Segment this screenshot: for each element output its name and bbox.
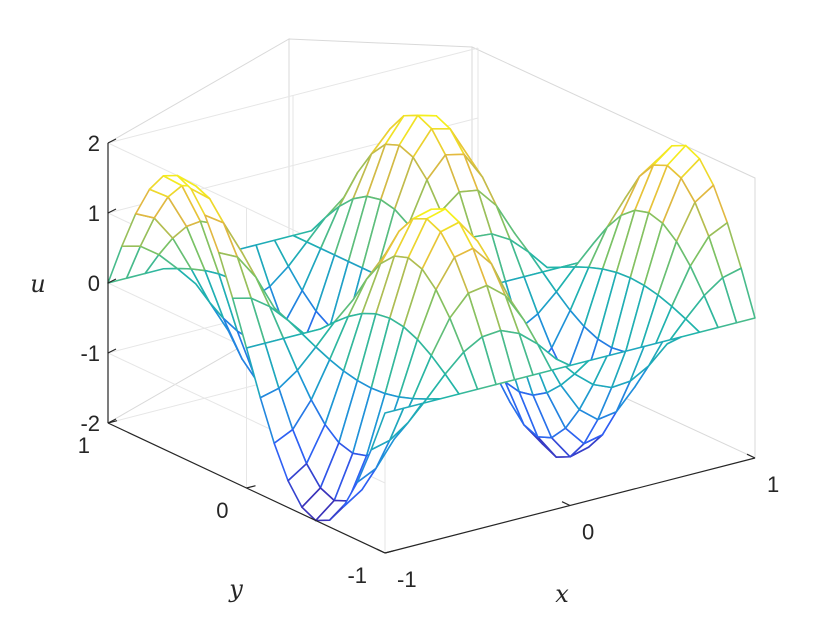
z-tick-label: 2 bbox=[88, 131, 100, 156]
x-tick bbox=[746, 453, 756, 459]
z-tick-label: -1 bbox=[80, 341, 100, 366]
y-tick bbox=[384, 550, 395, 554]
z-tick bbox=[107, 348, 117, 354]
y-axis-label: y bbox=[228, 575, 243, 603]
z-tick-label: -2 bbox=[80, 411, 100, 436]
tick-labels: -2 -1 0 1 2 -1 0 1 -1 0 1 bbox=[78, 131, 780, 592]
y-tick-label: 0 bbox=[216, 498, 228, 523]
z-tick-label: 1 bbox=[88, 201, 100, 226]
x-axis-label: x bbox=[555, 580, 569, 608]
z-tick bbox=[107, 278, 117, 284]
z-tick bbox=[107, 138, 117, 144]
x-tick bbox=[376, 548, 386, 554]
x-tick-label: -1 bbox=[397, 567, 417, 592]
y-tick-label: 1 bbox=[78, 433, 90, 458]
mesh-surface bbox=[107, 114, 756, 522]
x-tick-label: 1 bbox=[767, 472, 779, 497]
mesh-cell bbox=[370, 407, 405, 451]
x-tick-label: 0 bbox=[582, 520, 594, 545]
z-tick-label: 0 bbox=[88, 271, 100, 296]
x-tick bbox=[561, 501, 571, 507]
z-axis-label: u bbox=[30, 270, 45, 298]
y-tick bbox=[107, 420, 118, 424]
z-tick bbox=[107, 208, 117, 214]
y-tick bbox=[246, 485, 256, 489]
y-tick-label: -1 bbox=[347, 563, 367, 588]
ticks bbox=[107, 138, 756, 554]
